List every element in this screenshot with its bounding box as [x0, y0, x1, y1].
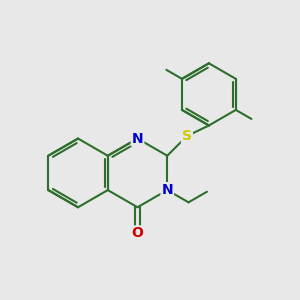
Text: N: N: [132, 131, 143, 146]
Text: O: O: [132, 226, 143, 240]
Text: N: N: [161, 183, 173, 197]
Text: S: S: [182, 129, 192, 143]
